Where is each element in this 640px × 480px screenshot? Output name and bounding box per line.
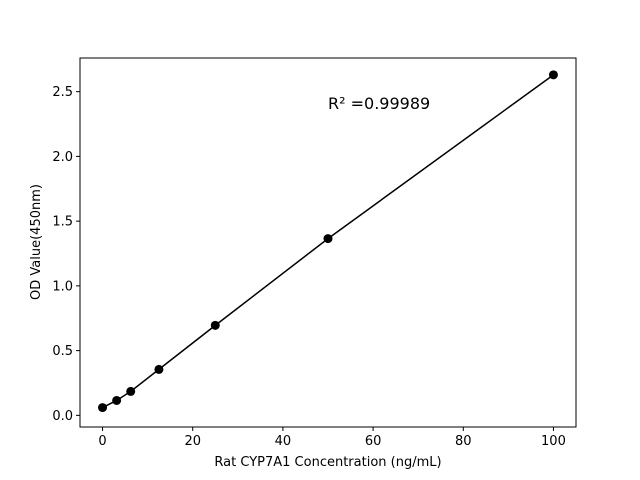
x-tick-label: 80 (455, 434, 472, 449)
y-axis-label: OD Value(450nm) (29, 184, 44, 300)
annotation: R² =0.99989 (328, 94, 430, 113)
y-tick-label: 0.5 (52, 344, 73, 359)
data-point (98, 403, 108, 413)
x-tick-label: 60 (365, 434, 382, 449)
x-axis-label: Rat CYP7A1 Concentration (ng/mL) (214, 455, 441, 470)
y-tick-label: 1.0 (52, 279, 73, 294)
x-tick-label: 20 (184, 434, 201, 449)
x-tick-label: 100 (541, 434, 566, 449)
data-point (112, 395, 122, 405)
data-point (154, 364, 164, 374)
data-point (548, 70, 558, 80)
y-tick-label: 2.0 (52, 150, 73, 165)
x-tick-label: 0 (98, 434, 106, 449)
y-tick-label: 2.5 (52, 85, 73, 100)
y-tick-label: 0.0 (52, 409, 73, 424)
data-point (323, 234, 333, 244)
data-point (126, 386, 136, 396)
y-tick-label: 1.5 (52, 215, 73, 230)
x-tick-label: 40 (275, 434, 292, 449)
plot-frame (79, 57, 577, 428)
data-point (210, 320, 220, 330)
